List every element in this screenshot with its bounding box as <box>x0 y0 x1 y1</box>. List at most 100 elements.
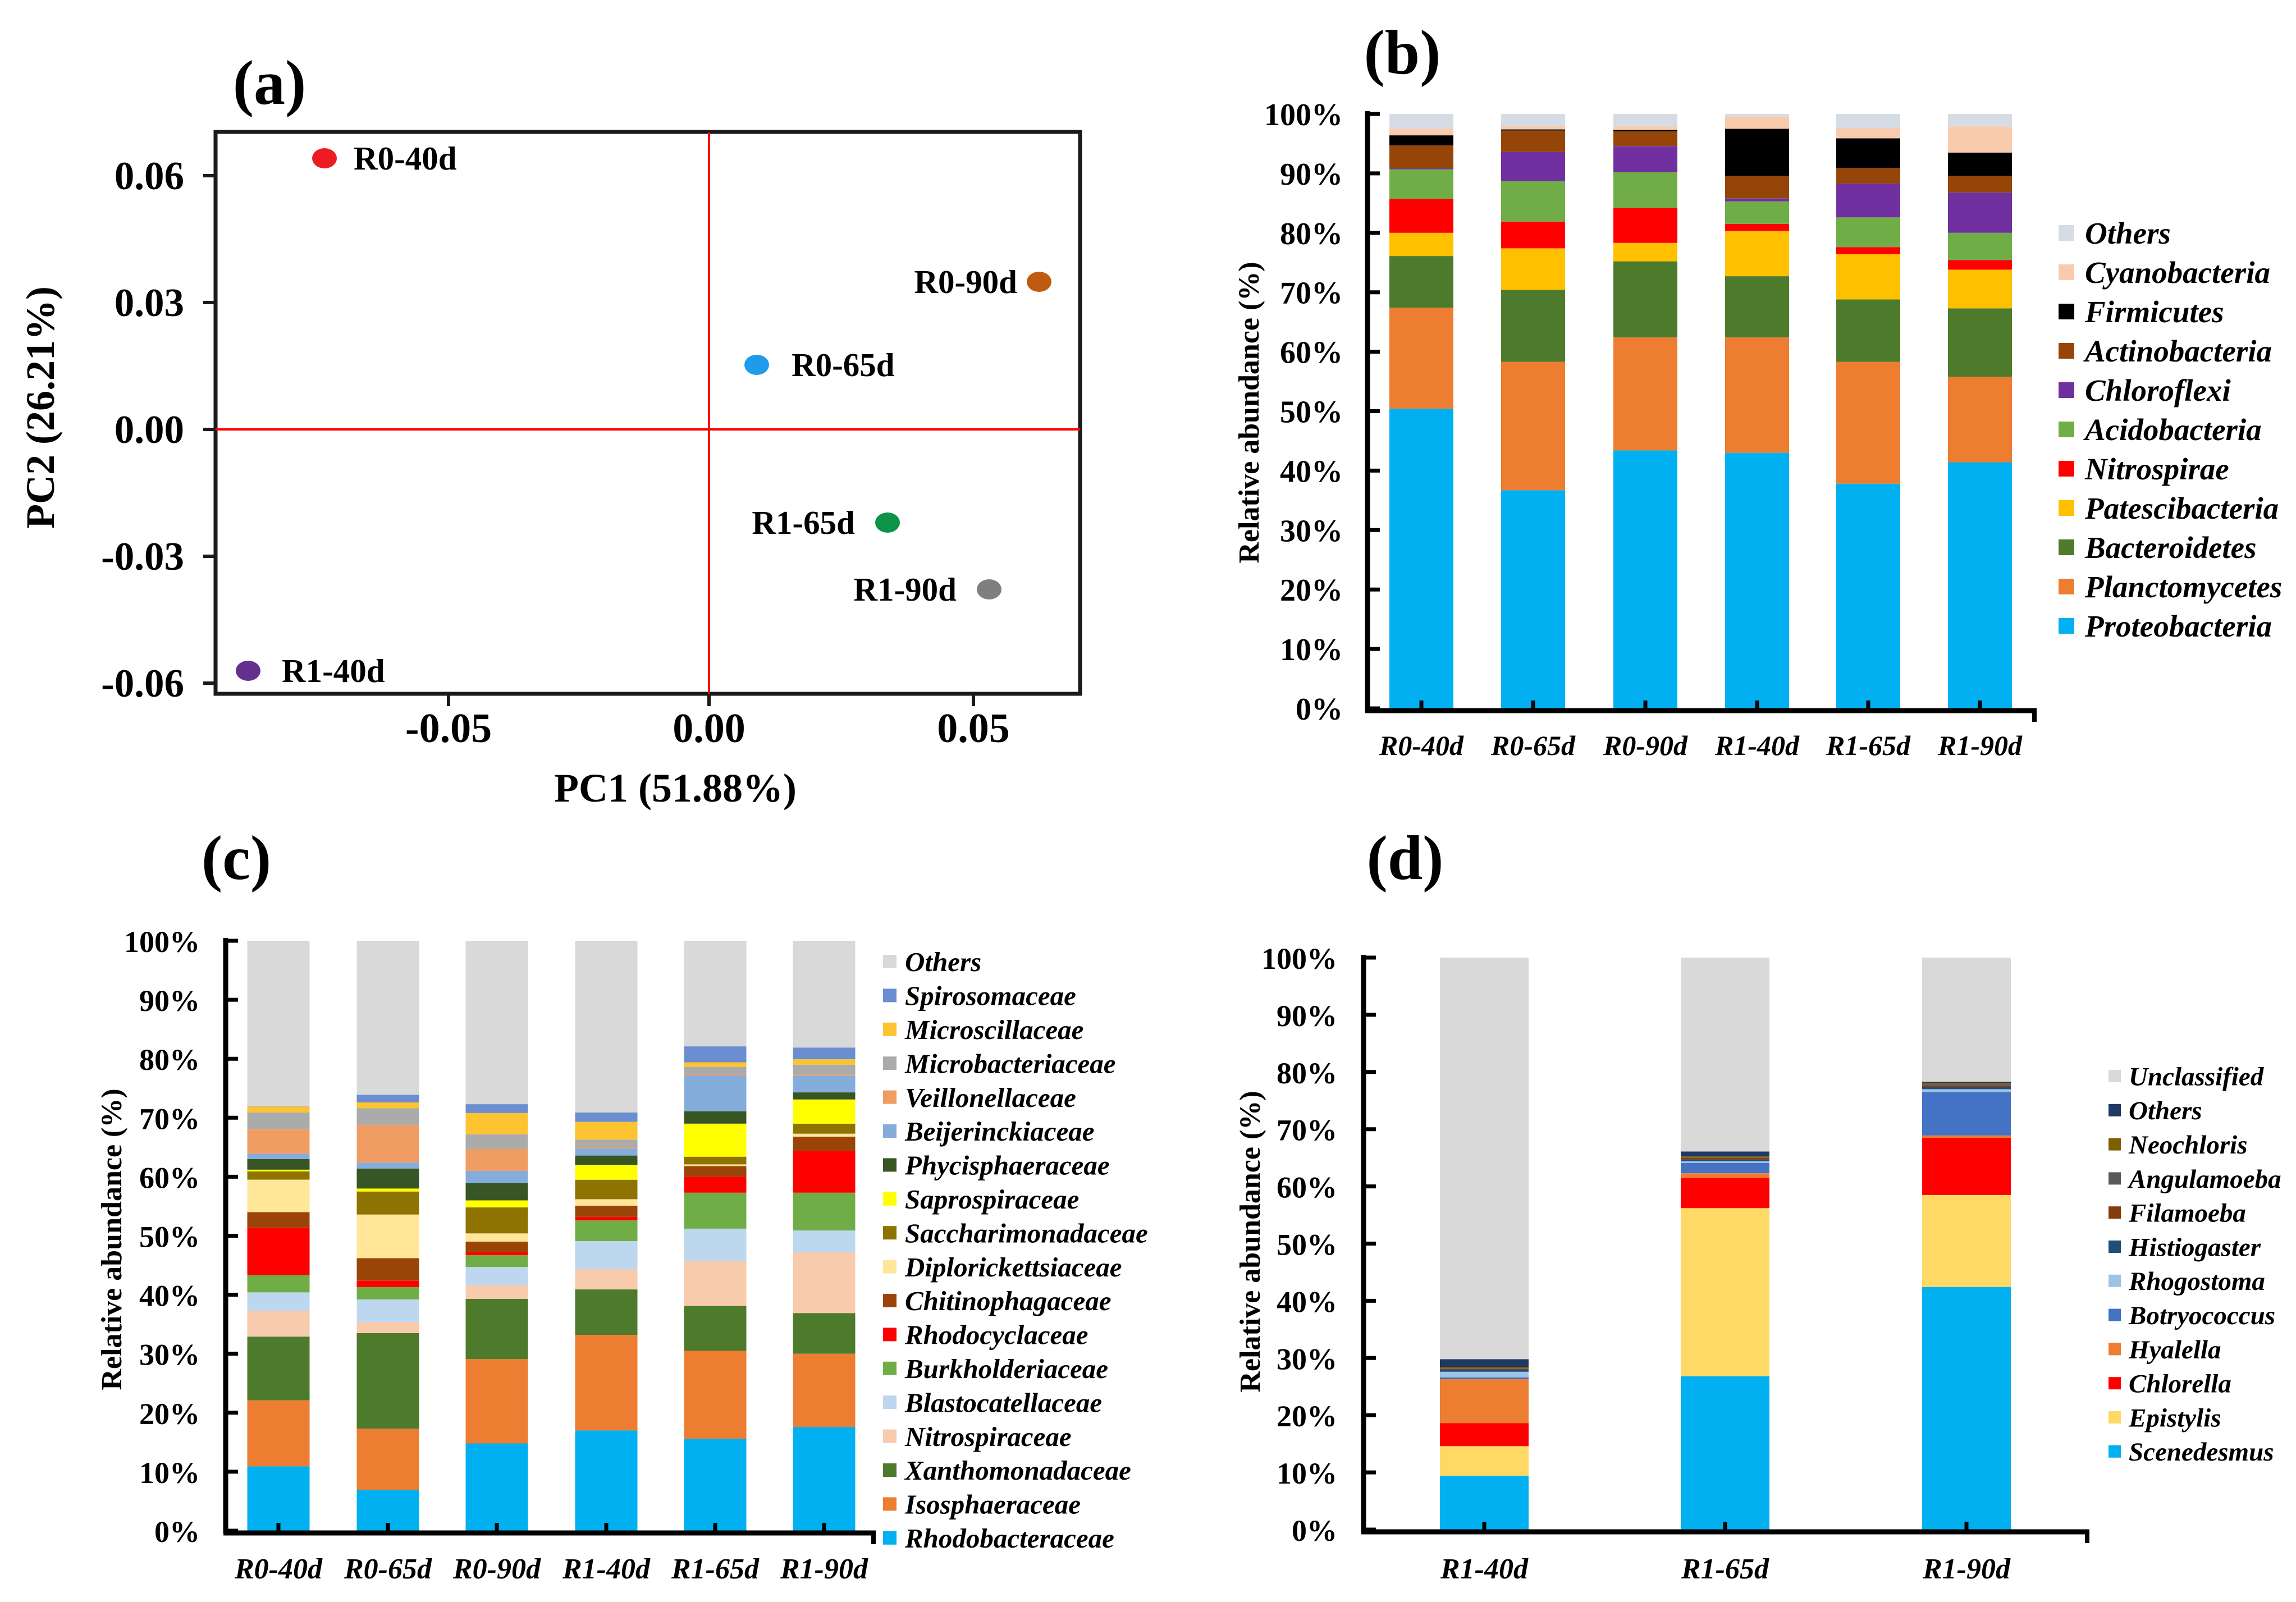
svg-text:Diplorickettsiaceae: Diplorickettsiaceae <box>904 1252 1122 1283</box>
svg-text:0.03: 0.03 <box>115 281 184 325</box>
svg-text:10%: 10% <box>139 1456 200 1490</box>
svg-text:Cyanobacteria: Cyanobacteria <box>2085 255 2270 290</box>
svg-text:Xanthomonadaceae: Xanthomonadaceae <box>904 1455 1131 1486</box>
svg-text:Epistylis: Epistylis <box>2128 1403 2221 1432</box>
svg-text:-0.03: -0.03 <box>101 535 184 579</box>
svg-text:R0-65d: R0-65d <box>792 346 895 383</box>
svg-text:Blastocatellaceae: Blastocatellaceae <box>904 1387 1102 1418</box>
svg-text:Beijerinckiaceae: Beijerinckiaceae <box>904 1116 1094 1147</box>
svg-text:Microscillaceae: Microscillaceae <box>904 1014 1083 1045</box>
svg-text:R1-40d: R1-40d <box>1440 1553 1529 1585</box>
svg-text:Histiogaster: Histiogaster <box>2128 1233 2261 1262</box>
svg-text:Rhogostoma: Rhogostoma <box>2128 1267 2265 1296</box>
svg-text:70%: 70% <box>1277 1114 1337 1147</box>
svg-text:Hyalella: Hyalella <box>2128 1335 2221 1365</box>
svg-text:R0-40d: R0-40d <box>234 1553 323 1585</box>
svg-text:100%: 100% <box>1261 942 1337 976</box>
svg-text:-0.05: -0.05 <box>405 706 492 752</box>
svg-text:(b): (b) <box>1364 18 1441 88</box>
svg-text:90%: 90% <box>139 984 200 1018</box>
svg-text:R0-65d: R0-65d <box>1490 730 1576 761</box>
svg-text:20%: 20% <box>1280 573 1343 608</box>
svg-text:Chitinophagaceae: Chitinophagaceae <box>905 1285 1112 1316</box>
svg-text:Others: Others <box>2129 1096 2202 1125</box>
svg-text:(c): (c) <box>202 823 271 893</box>
svg-text:Planctomycetes: Planctomycetes <box>2084 570 2282 604</box>
svg-text:Rhodocyclaceae: Rhodocyclaceae <box>904 1320 1088 1351</box>
svg-text:Relative abundance (%): Relative abundance (%) <box>96 1088 128 1390</box>
svg-text:Patescibacteria: Patescibacteria <box>2084 491 2279 525</box>
svg-text:R0-90d: R0-90d <box>1603 730 1688 761</box>
svg-text:Angulamoeba: Angulamoeba <box>2127 1165 2281 1194</box>
svg-text:Microbacteriaceae: Microbacteriaceae <box>904 1048 1116 1079</box>
svg-text:Botryococcus: Botryococcus <box>2128 1301 2275 1330</box>
svg-text:80%: 80% <box>1277 1056 1337 1090</box>
svg-text:100%: 100% <box>124 925 200 959</box>
svg-text:R0-40d: R0-40d <box>1379 730 1464 761</box>
svg-text:Spirosomaceae: Spirosomaceae <box>905 981 1076 1011</box>
svg-text:40%: 40% <box>1280 454 1343 489</box>
svg-text:R0-40d: R0-40d <box>354 140 457 177</box>
svg-text:(d): (d) <box>1367 823 1444 893</box>
svg-text:30%: 30% <box>1277 1342 1337 1376</box>
svg-text:50%: 50% <box>1280 395 1343 430</box>
svg-text:Phycisphaeraceae: Phycisphaeraceae <box>904 1150 1110 1181</box>
svg-text:40%: 40% <box>1277 1285 1337 1319</box>
svg-text:Others: Others <box>2085 216 2171 250</box>
svg-text:R1-65d: R1-65d <box>671 1553 760 1585</box>
svg-text:-0.06: -0.06 <box>101 662 184 706</box>
svg-text:R1-90d: R1-90d <box>1937 730 2023 761</box>
svg-text:60%: 60% <box>139 1161 200 1194</box>
svg-text:R1-65d: R1-65d <box>1826 730 1911 761</box>
svg-text:R1-40d: R1-40d <box>1714 730 1800 761</box>
svg-text:50%: 50% <box>139 1220 200 1254</box>
svg-text:10%: 10% <box>1280 633 1343 667</box>
svg-text:60%: 60% <box>1280 336 1343 370</box>
svg-text:40%: 40% <box>139 1279 200 1313</box>
svg-text:PC2 (26.21%): PC2 (26.21%) <box>18 286 63 529</box>
svg-text:Neochloris: Neochloris <box>2128 1130 2248 1160</box>
svg-text:Others: Others <box>905 946 981 977</box>
svg-text:R0-65d: R0-65d <box>344 1553 432 1585</box>
svg-text:Firmicutes: Firmicutes <box>2084 295 2224 329</box>
svg-text:Chloroflexi: Chloroflexi <box>2085 373 2231 408</box>
svg-text:0.00: 0.00 <box>115 408 184 452</box>
svg-text:Relative abundance (%): Relative abundance (%) <box>1234 1091 1266 1392</box>
svg-text:70%: 70% <box>139 1102 200 1136</box>
svg-text:20%: 20% <box>139 1397 200 1431</box>
svg-text:Proteobacteria: Proteobacteria <box>2084 609 2272 643</box>
svg-text:R1-65d: R1-65d <box>752 504 855 541</box>
svg-text:(a): (a) <box>233 48 307 118</box>
svg-text:Nitrospirae: Nitrospirae <box>2084 452 2229 486</box>
svg-text:Veillonellaceae: Veillonellaceae <box>905 1082 1076 1113</box>
svg-text:50%: 50% <box>1277 1228 1337 1262</box>
svg-text:R1-90d: R1-90d <box>853 571 957 608</box>
svg-text:Rhodobacteraceae: Rhodobacteraceae <box>904 1523 1114 1554</box>
svg-text:R1-65d: R1-65d <box>1681 1553 1769 1585</box>
svg-text:90%: 90% <box>1277 999 1337 1033</box>
svg-text:Relative abundance (%): Relative abundance (%) <box>1233 262 1265 563</box>
svg-text:80%: 80% <box>1280 217 1343 251</box>
svg-text:Isosphaeraceae: Isosphaeraceae <box>904 1489 1081 1520</box>
svg-text:Acidobacteria: Acidobacteria <box>2083 413 2262 447</box>
svg-text:Filamoeba: Filamoeba <box>2128 1199 2246 1228</box>
svg-text:PC1 (51.88%): PC1 (51.88%) <box>554 766 797 811</box>
svg-text:Saccharimonadaceae: Saccharimonadaceae <box>905 1217 1148 1248</box>
svg-text:Unclassified: Unclassified <box>2129 1063 2265 1092</box>
svg-text:30%: 30% <box>1280 514 1343 548</box>
svg-text:0.00: 0.00 <box>673 706 745 752</box>
svg-text:90%: 90% <box>1280 157 1343 192</box>
svg-text:R1-90d: R1-90d <box>1922 1553 2011 1585</box>
svg-text:30%: 30% <box>139 1338 200 1372</box>
svg-text:0.05: 0.05 <box>937 706 1010 752</box>
svg-text:100%: 100% <box>1264 98 1343 132</box>
svg-text:R1-40d: R1-40d <box>562 1553 651 1585</box>
svg-text:R0-90d: R0-90d <box>452 1553 541 1585</box>
svg-text:Actinobacteria: Actinobacteria <box>2083 334 2272 368</box>
svg-text:0.06: 0.06 <box>115 154 184 198</box>
svg-text:20%: 20% <box>1277 1399 1337 1433</box>
svg-text:R0-90d: R0-90d <box>914 263 1017 300</box>
svg-text:10%: 10% <box>1277 1457 1337 1490</box>
svg-text:Chlorella: Chlorella <box>2129 1370 2231 1399</box>
svg-text:Scenedesmus: Scenedesmus <box>2129 1438 2274 1467</box>
